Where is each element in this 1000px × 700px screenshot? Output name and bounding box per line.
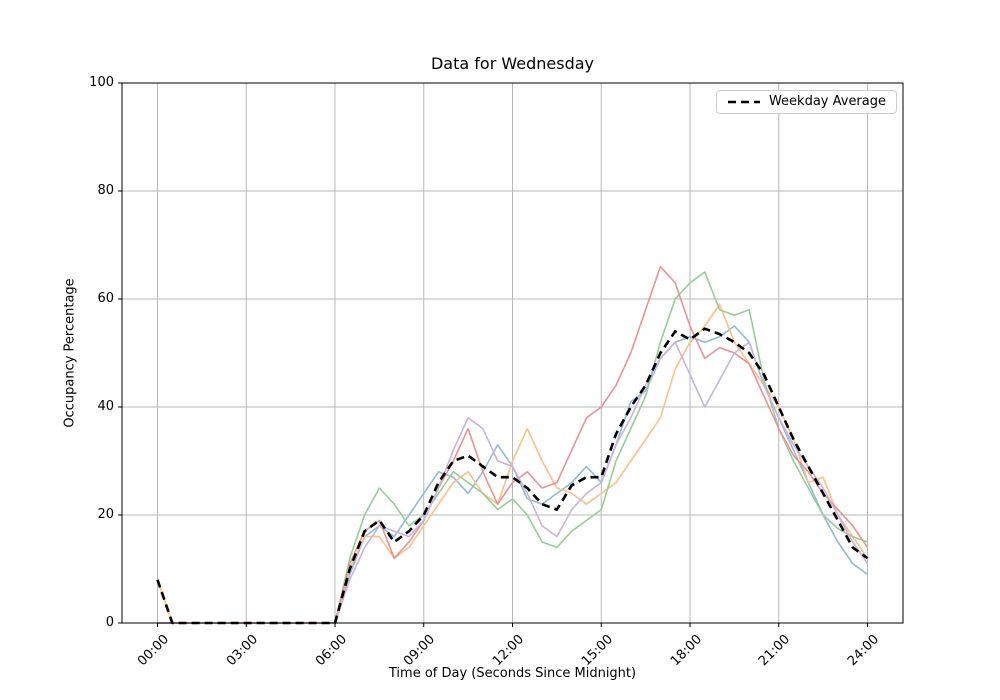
legend-label: Weekday Average <box>768 94 886 109</box>
x-axis-label: Time of Day (Seconds Since Midnight) <box>388 666 637 681</box>
y-tick-label: 40 <box>97 399 114 414</box>
y-tick-label: 80 <box>97 183 114 198</box>
y-tick-label: 100 <box>89 75 114 90</box>
y-tick-label: 20 <box>97 507 114 522</box>
y-tick-label: 0 <box>105 615 114 630</box>
legend: Weekday Average <box>715 90 897 114</box>
chart-title: Data for Wednesday <box>430 54 594 73</box>
y-tick-label: 60 <box>97 291 114 306</box>
dashed-line-swatch <box>727 100 760 103</box>
